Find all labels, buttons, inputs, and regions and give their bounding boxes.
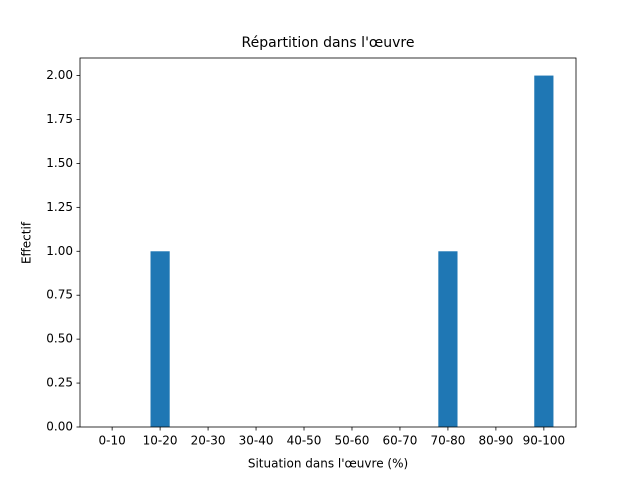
y-tick-label: 0.25	[46, 376, 73, 390]
y-tick-label: 0.50	[46, 332, 73, 346]
chart-title: Répartition dans l'œuvre	[242, 35, 415, 51]
x-tick-label: 70-80	[430, 434, 465, 448]
y-axis-label: Effectif	[20, 221, 34, 264]
x-tick-label: 10-20	[143, 434, 178, 448]
x-tick-label: 50-60	[335, 434, 370, 448]
x-tick-label: 30-40	[239, 434, 274, 448]
plot-frame	[79, 57, 577, 428]
x-tick-label: 40-50	[287, 434, 322, 448]
x-tick-label: 80-90	[478, 434, 513, 448]
y-tick-label: 0.75	[46, 288, 73, 302]
y-tick-label: 1.75	[46, 112, 73, 126]
x-tick-label: 20-30	[191, 434, 226, 448]
bar	[150, 251, 170, 427]
y-tick-label: 2.00	[46, 68, 73, 82]
x-tick-label: 0-10	[99, 434, 126, 448]
y-tick-label: 1.00	[46, 244, 73, 258]
x-tick-label: 90-100	[523, 434, 566, 448]
y-tick-label: 1.50	[46, 156, 73, 170]
y-tick-label: 0.00	[46, 420, 73, 434]
bar	[534, 75, 554, 428]
y-tick-label: 1.25	[46, 200, 73, 214]
x-tick-label: 60-70	[383, 434, 418, 448]
bar	[438, 251, 458, 427]
x-axis-label: Situation dans l'œuvre (%)	[248, 457, 408, 471]
